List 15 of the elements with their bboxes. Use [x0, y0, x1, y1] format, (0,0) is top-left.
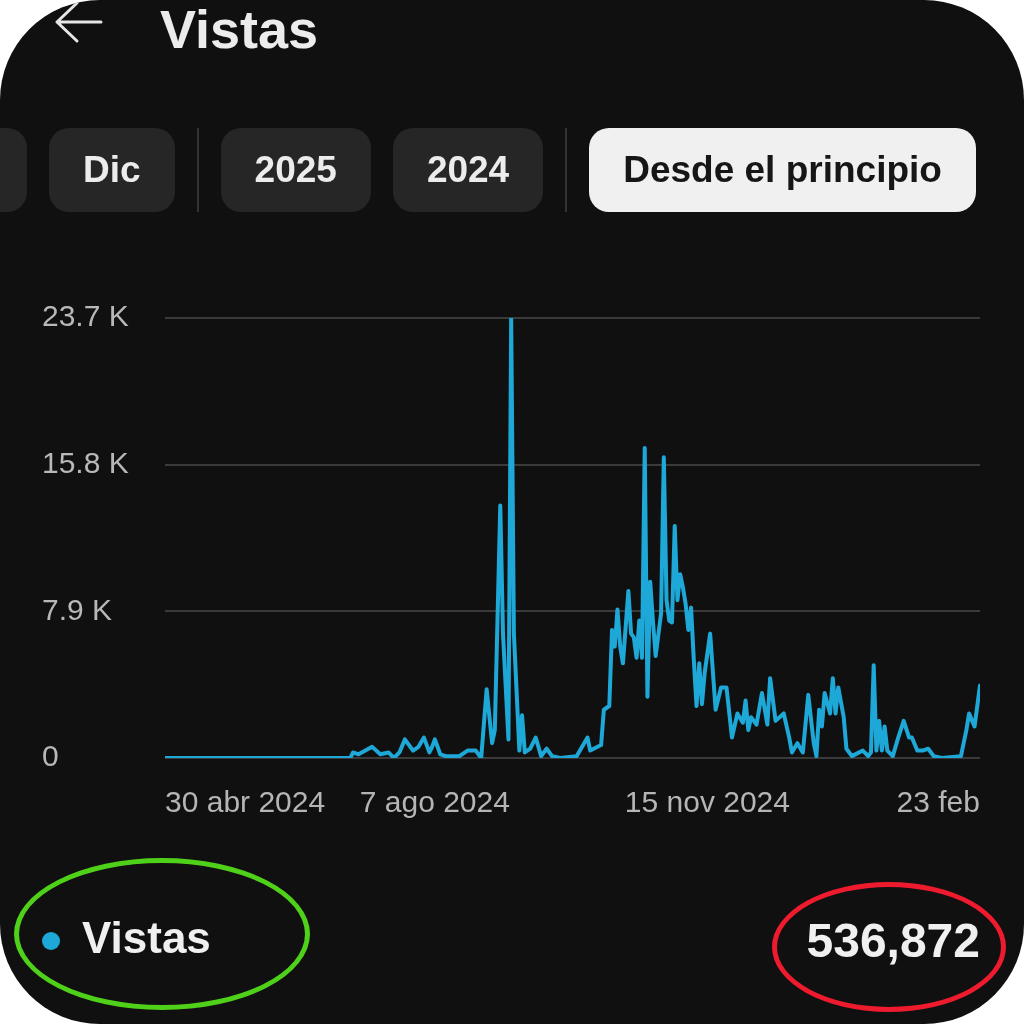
text: 2024 [426, 149, 510, 191]
legend-label: Vistas [82, 913, 211, 963]
x-tick-label: 7 ago 2024 [359, 785, 510, 819]
x-tick-label: 15 nov 2024 [624, 785, 790, 819]
y-tick-label: 23.7 K [42, 299, 129, 333]
y-tick-label: 0 [42, 739, 59, 773]
text: Desde el principio [623, 149, 942, 191]
chart-title: Vistas [160, 0, 319, 59]
x-tick-label: 23 feb [896, 785, 980, 819]
text: 2025 [254, 149, 337, 191]
y-tick-label: 15.8 K [42, 445, 129, 479]
text: Dic [83, 149, 141, 191]
text: 536,872 [806, 914, 980, 967]
y-tick-label: 7.9 K [42, 592, 113, 626]
x-tick-label: 30 abr 2024 [165, 785, 326, 819]
